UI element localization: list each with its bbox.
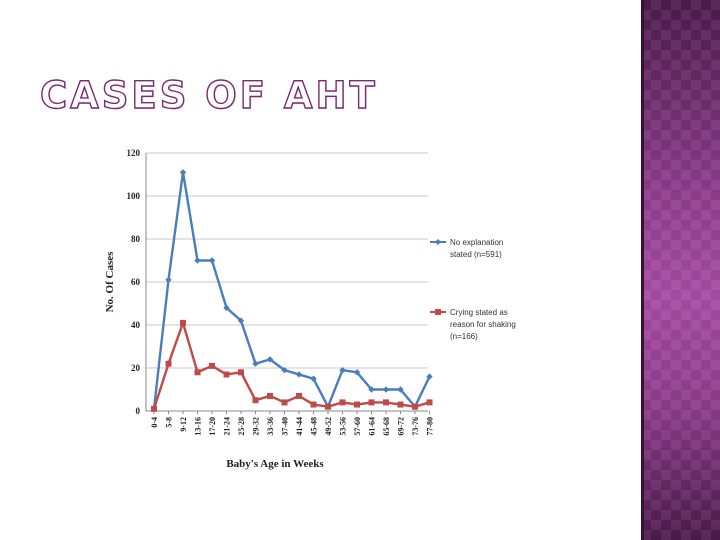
y-tick-label: 40: [131, 320, 141, 330]
series-2-point: [310, 401, 317, 408]
series-1-point: [179, 169, 187, 176]
y-tick-label: 60: [131, 277, 141, 287]
x-tick-label: 5-8: [165, 417, 174, 428]
legend-label-line: stated (n=591): [450, 250, 502, 259]
series-2-point: [397, 401, 404, 408]
series-1-point: [194, 257, 201, 264]
x-tick-label: 41-44: [295, 417, 304, 436]
series-1-point: [295, 371, 303, 378]
legend-label-line: (n=166): [450, 332, 478, 341]
series-1-point: [353, 369, 361, 376]
x-tick-label: 37-40: [281, 417, 290, 436]
series-1-point: [165, 276, 172, 284]
series-2-point: [165, 360, 172, 367]
series-2-point: [267, 392, 273, 399]
x-tick-label: 65-68: [382, 417, 391, 436]
legend-marker-2: [435, 309, 441, 315]
series-1-point: [397, 386, 404, 393]
series-1-point: [237, 317, 245, 324]
x-tick-label: 73-76: [411, 417, 420, 436]
x-tick-label: 49-52: [324, 417, 333, 436]
series-2-point: [354, 401, 360, 408]
series-2-point: [426, 399, 433, 406]
x-tick-label: 45-48: [310, 417, 319, 436]
series-1-point: [368, 386, 375, 393]
x-tick-label: 9-12: [179, 417, 188, 432]
y-tick-label: 0: [136, 406, 141, 416]
x-tick-label: 0-4: [150, 417, 159, 428]
line-chart: 0 20 40 60 80 100 120 0-4 5-8 9-12 13-16 17-20 21-24…: [104, 148, 516, 470]
series-2-point: [339, 399, 346, 406]
series-2-point: [151, 405, 157, 412]
y-tick-label: 100: [127, 191, 141, 201]
x-tick-label: 25-28: [237, 417, 246, 436]
x-tick-label: 53-56: [339, 417, 348, 436]
series-2-point: [368, 399, 375, 406]
series-1-point: [310, 375, 317, 382]
x-tick-label: 17-20: [208, 417, 217, 436]
series-1-point: [382, 386, 390, 393]
series-line-2: [152, 321, 430, 410]
legend-marker-1: [435, 239, 441, 245]
series-2-point: [296, 392, 302, 399]
slide-title: CASES OF AHT: [39, 73, 378, 117]
side-panel-edge: [641, 0, 644, 540]
series-2-point: [325, 403, 331, 410]
series-1-point: [281, 366, 288, 374]
x-tick-label: 57-60: [353, 417, 362, 436]
series-1-point: [223, 304, 230, 311]
series-2-point: [223, 371, 230, 378]
series-1-point: [426, 373, 433, 380]
series-2-point: [383, 399, 389, 406]
legend-label-line: Crying stated as: [450, 308, 508, 317]
x-axis-title: Baby's Age in Weeks: [226, 458, 324, 470]
x-tick-label: 69-72: [397, 417, 406, 436]
decorative-side-panel: [641, 0, 720, 540]
legend-label-line: No explanation: [450, 238, 503, 247]
x-tick-label: 13-16: [194, 417, 203, 436]
series-2-point: [252, 397, 259, 404]
y-axis-title: No. Of Cases: [104, 251, 116, 313]
x-tick-label: 29-32: [252, 417, 261, 436]
series-2-point: [194, 369, 201, 376]
series-2-point: [180, 319, 186, 326]
legend-label-line: reason for shaking: [450, 320, 516, 329]
x-tick-label: 61-64: [368, 417, 377, 436]
legend-label-1: No explanation stated (n=591): [450, 238, 503, 259]
series-1-point: [339, 366, 346, 374]
series-1-point: [266, 356, 274, 363]
x-tick-label: 21-24: [223, 417, 232, 436]
series-2-point: [238, 369, 244, 376]
series-1-point: [252, 360, 259, 367]
x-tick-label: 77-80: [426, 417, 435, 436]
y-tick-label: 80: [131, 234, 141, 244]
series-1-point: [208, 257, 216, 264]
y-tick-label: 120: [127, 148, 141, 158]
x-tick-label: 33-36: [266, 417, 275, 436]
y-tick-label: 20: [131, 363, 141, 373]
series-2-point: [281, 399, 288, 406]
series-2-point: [412, 403, 418, 410]
legend-label-2: Crying stated as reason for shaking (n=166…: [450, 308, 516, 341]
series-2-point: [209, 362, 215, 369]
